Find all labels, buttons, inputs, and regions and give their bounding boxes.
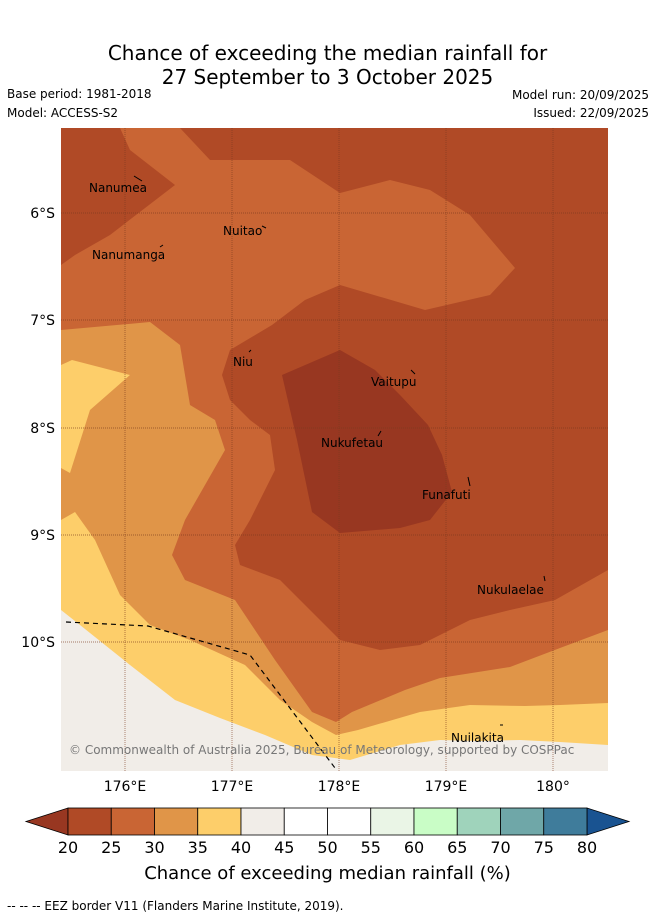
issued-date: Issued: 22/09/2025 (533, 106, 649, 120)
colorbar-bin (500, 807, 545, 836)
eez-footnote: -- -- -- EEZ border V11 (Flanders Marine… (7, 899, 344, 913)
colorbar-tick-label: 60 (404, 838, 424, 857)
colorbar-tick-label: 30 (144, 838, 164, 857)
lon-label-176e: 176°E (104, 779, 147, 795)
colorbar-tick-label: 70 (490, 838, 510, 857)
place-label-funafuti: Funafuti (422, 488, 471, 502)
colorbar-tick-label: 40 (231, 838, 251, 857)
colorbar-tick-label: 25 (101, 838, 121, 857)
place-label-nukulaelae: Nukulaelae (477, 583, 544, 597)
place-label-nukufetau: Nukufetau (321, 436, 383, 450)
colorbar-tick-label: 35 (188, 838, 208, 857)
colorbar-bin (543, 807, 588, 836)
colorbar-bin (154, 807, 199, 836)
rainfall-probability-map (61, 128, 608, 771)
lon-label-178e: 178°E (318, 779, 361, 795)
colorbar-tick-label: 50 (317, 838, 337, 857)
colorbar-bin (327, 807, 372, 836)
colorbar-bin (240, 807, 285, 836)
place-label-nuitao: Nuitao (223, 224, 262, 238)
colorbar-bin (197, 807, 242, 836)
place-label-vaitupu: Vaitupu (371, 375, 417, 389)
colorbar-title: Chance of exceeding median rainfall (%) (144, 863, 511, 884)
colorbar: 20 25 30 35 40 45 50 55 60 65 70 75 80 (24, 807, 631, 857)
lat-label-7s: 7°S (30, 313, 55, 329)
colorbar-bin (283, 807, 328, 836)
model-run: Model run: 20/09/2025 (511, 88, 649, 102)
colorbar-bin (456, 807, 501, 836)
lon-label-180: 180° (536, 779, 570, 795)
base-period: Base period: 1981-2018 (7, 87, 152, 101)
eez-border (65, 621, 336, 769)
colorbar-extend-high (586, 807, 631, 836)
lat-label-6s: 6°S (30, 206, 55, 222)
lat-label-8s: 8°S (30, 421, 55, 437)
colorbar-bin (67, 807, 112, 836)
band-40-45 (61, 610, 608, 771)
place-label-nuilakita: Nuilakita (451, 731, 504, 745)
colorbar-tick-label: 80 (577, 838, 597, 857)
copyright-notice: © Commonwealth of Australia 2025, Bureau… (69, 743, 574, 757)
colorbar-tick-label: 45 (274, 838, 294, 857)
place-label-nanumea: Nanumea (89, 181, 147, 195)
lon-label-177e: 177°E (211, 779, 254, 795)
band-35-40-west (61, 360, 130, 473)
lat-label-10s: 10°S (21, 635, 55, 651)
lat-label-9s: 9°S (30, 528, 55, 544)
place-label-nanumanga: Nanumanga (92, 248, 165, 262)
map-title-line1: Chance of exceeding the median rainfall … (107, 41, 548, 65)
colorbar-bin (110, 807, 155, 836)
model-name: Model: ACCESS-S2 (7, 106, 119, 120)
place-label-niu: Niu (233, 355, 253, 369)
lon-label-179e: 179°E (425, 779, 468, 795)
map-title-line2: 27 September to 3 October 2025 (161, 65, 494, 89)
colorbar-tick-label: 65 (447, 838, 467, 857)
band-35-40-south (61, 512, 608, 771)
colorbar-tick-label: 20 (58, 838, 78, 857)
colorbar-extend-low (24, 807, 69, 836)
island-marks (133, 175, 546, 726)
colorbar-bin (370, 807, 415, 836)
colorbar-tick-label: 75 (534, 838, 554, 857)
band-below-20 (282, 350, 452, 533)
colorbar-tick-label: 55 (361, 838, 381, 857)
colorbar-bin (413, 807, 458, 836)
